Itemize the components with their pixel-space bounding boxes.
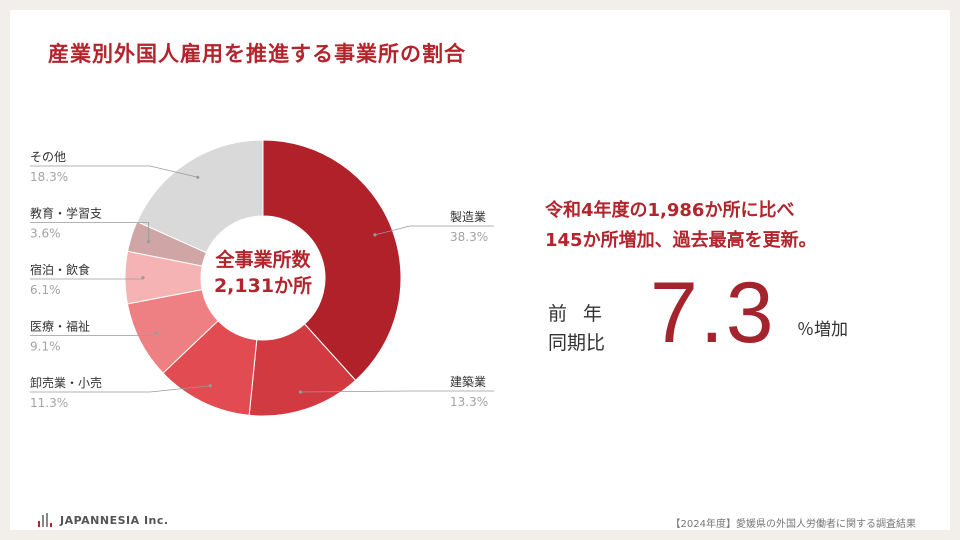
leader-dot-3 [208,384,212,388]
logo-bars-icon [38,513,54,527]
summary-line-2: 145か所増加、過去最高を更新。 [545,230,817,251]
leader-line-2 [300,390,494,393]
yoy-unit: ％増加 [797,320,848,340]
slice-label-5: 宿泊・飲食 [30,262,90,277]
leader-line-6 [30,222,150,242]
slice-value-5: 6.1% [30,283,61,297]
leader-line-3 [30,385,211,393]
slice-value-1: 38.3% [450,230,488,244]
slice-label-6: 教育・学習支 [30,206,102,221]
yoy-label: 前年 同期比 [548,300,618,358]
summary-headline: 令和4年度の1,986か所に比べ 145か所増加、過去最高を更新。 [545,196,817,256]
slice-value-2: 13.3% [450,395,488,409]
leader-line-1 [374,225,494,236]
leader-dot-4 [154,331,158,335]
slice-label-3: 卸売業・小売 [30,375,102,390]
yoy-value: 7.3 [650,265,776,361]
leader-line-7 [30,165,198,178]
leader-dot-6 [147,240,151,244]
slice-label-7: その他 [30,150,66,164]
yoy-label-line-2: 同期比 [548,332,606,354]
slice-value-4: 9.1% [30,340,61,354]
logo-bar [42,515,44,527]
slice-label-2: 建築業 [450,374,486,389]
slice-label-1: 製造業 [450,210,486,224]
center-label-count: 2,131か所 [214,275,312,297]
slice-label-4: 医療・福祉 [30,319,90,334]
logo-text: JAPANNESIA Inc. [60,513,169,527]
company-logo: JAPANNESIA Inc. [38,513,169,527]
leader-line-4 [30,332,157,336]
logo-bar [38,521,40,527]
slice-7 [136,139,264,254]
slide: 産業別外国人雇用を推進する事業所の割合 製造業 38.3% 建築業 13.3% 卸売業・… [10,10,950,530]
leader-dot-1 [373,233,377,237]
slice-value-6: 3.6% [30,227,61,241]
summary-line-1: 令和4年度の1,986か所に比べ [545,200,795,221]
leader-dot-2 [298,390,303,394]
leader-dot-5 [141,276,145,280]
center-label-title: 全事業所数 [214,248,311,271]
logo-bar [46,513,48,527]
page-title: 産業別外国人雇用を推進する事業所の割合 [48,42,466,66]
yoy-label-line-1: 前年 [548,303,619,325]
donut-chart: 製造業 38.3% 建築業 13.3% 卸売業・小売 11.3% 医療・福祉 9.1% 宿泊・飲… [30,139,494,417]
logo-bar [50,523,52,527]
slice-value-7: 18.3% [30,170,68,184]
leader-dot-7 [196,175,200,179]
slice-1 [262,139,402,382]
source-note: 【2024年度】愛媛県の外国人労働者に関する調査結果 [670,519,916,530]
slice-value-3: 11.3% [30,396,68,410]
